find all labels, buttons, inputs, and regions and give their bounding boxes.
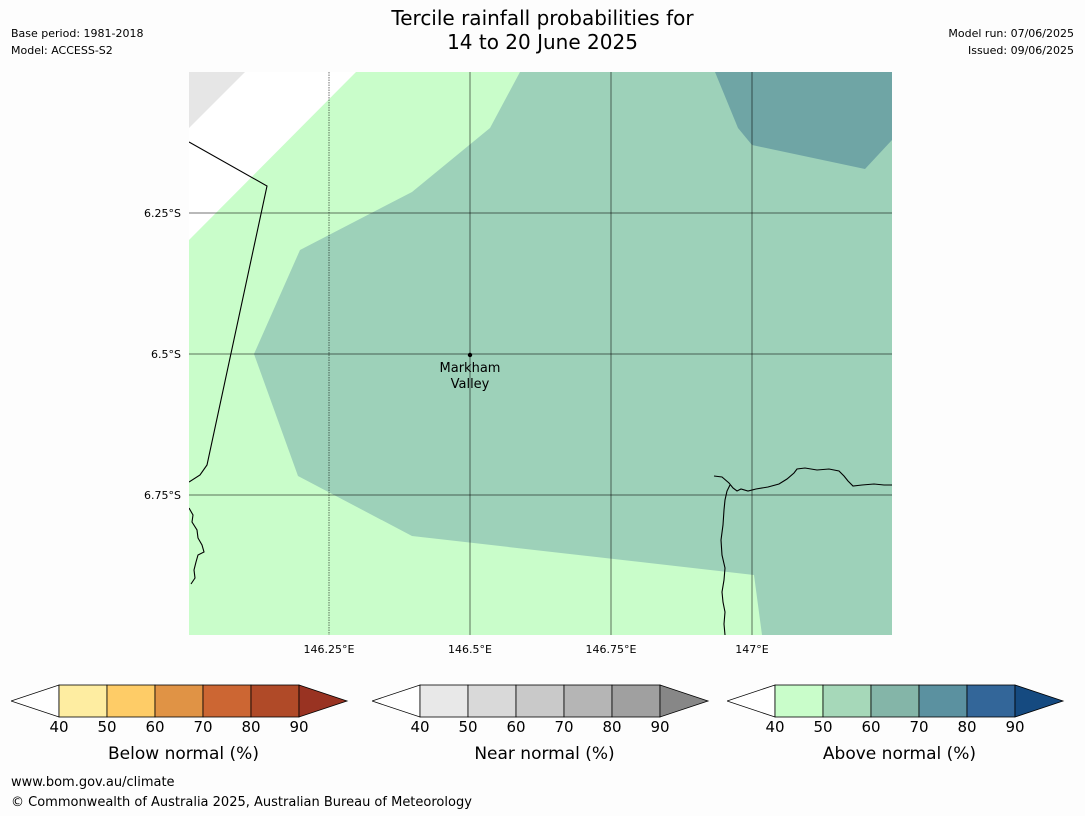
footer-copyright: © Commonwealth of Australia 2025, Austra… bbox=[11, 795, 472, 810]
colorbar-segment bbox=[515, 684, 565, 718]
lat-label-6.5S: 6.5°S bbox=[151, 348, 181, 361]
river-line bbox=[720, 484, 731, 635]
colorbar-segment bbox=[202, 684, 252, 718]
model-info: Base period: 1981-2018 Model: ACCESS-S2 bbox=[11, 25, 143, 59]
legend-tick: 60 bbox=[506, 718, 526, 736]
legend-tick: 60 bbox=[861, 718, 881, 736]
lat-label-6.25S: 6.25°S bbox=[144, 207, 181, 220]
colorbar-segment bbox=[106, 684, 156, 718]
run-info: Model run: 07/06/2025 Issued: 09/06/2025 bbox=[948, 25, 1074, 59]
lon-label-146.75E: 146.75°E bbox=[586, 643, 637, 656]
legend-tick: 80 bbox=[241, 718, 261, 736]
colorbar-min-extension bbox=[727, 684, 776, 718]
footer-url: www.bom.gov.au/climate bbox=[11, 775, 175, 790]
model-text: Model: ACCESS-S2 bbox=[11, 44, 113, 57]
legend-tick: 90 bbox=[650, 718, 670, 736]
colorbar-segment bbox=[58, 684, 108, 718]
legend-tick: 70 bbox=[554, 718, 574, 736]
above-normal-legend: 40 50 60 70 80 90 Above normal (%) bbox=[727, 680, 1072, 770]
colorbar-segment bbox=[774, 684, 824, 718]
colorbar-segment bbox=[611, 684, 661, 718]
colorbar-max-extension bbox=[298, 684, 349, 718]
colorbar-segment bbox=[918, 684, 968, 718]
legend-tick: 90 bbox=[1005, 718, 1025, 736]
near-normal-legend: 40 50 60 70 80 90 Near normal (%) bbox=[372, 680, 717, 770]
colorbar-max-extension bbox=[659, 684, 710, 718]
legend-tick: 70 bbox=[193, 718, 213, 736]
issued-text: Issued: 09/06/2025 bbox=[967, 44, 1074, 57]
boundary-lines bbox=[189, 141, 892, 635]
legend-tick: 40 bbox=[410, 718, 430, 736]
map-panel bbox=[189, 72, 892, 635]
lat-label-6.75S: 6.75°S bbox=[144, 489, 181, 502]
legend-tick: 70 bbox=[909, 718, 929, 736]
legend-tick: 50 bbox=[813, 718, 833, 736]
legend-tick: 50 bbox=[97, 718, 117, 736]
near-normal-region bbox=[189, 72, 245, 128]
lon-label-146.5E: 146.5°E bbox=[448, 643, 492, 656]
place-marker bbox=[467, 352, 473, 358]
near-normal-colorbar bbox=[372, 684, 710, 718]
colorbar-segment bbox=[467, 684, 517, 718]
colorbar-segment bbox=[250, 684, 300, 718]
legend-tick: 80 bbox=[957, 718, 977, 736]
colorbar-segment bbox=[870, 684, 920, 718]
place-label-line-2: Valley bbox=[451, 377, 490, 392]
colorbar-segment bbox=[154, 684, 204, 718]
lon-label-147E: 147°E bbox=[735, 643, 768, 656]
legend-tick: 90 bbox=[289, 718, 309, 736]
colorbar-segment bbox=[822, 684, 872, 718]
title-line-1: Tercile rainfall probabilities for bbox=[391, 6, 694, 30]
west-coastline bbox=[189, 507, 205, 585]
legend-tick: 40 bbox=[49, 718, 69, 736]
colorbar-min-extension bbox=[11, 684, 60, 718]
east-coastline bbox=[713, 467, 892, 492]
legend-tick: 60 bbox=[145, 718, 165, 736]
colorbar-segment bbox=[419, 684, 469, 718]
title-line-2: 14 to 20 June 2025 bbox=[447, 30, 638, 54]
colorbar-max-extension bbox=[1014, 684, 1065, 718]
legend-tick: 80 bbox=[602, 718, 622, 736]
legend-tick: 50 bbox=[458, 718, 478, 736]
map-title: Tercile rainfall probabilities for 14 to… bbox=[0, 6, 1085, 54]
lon-label-146.25E: 146.25°E bbox=[304, 643, 355, 656]
colorbar-segment bbox=[563, 684, 613, 718]
below-normal-colorbar bbox=[11, 684, 349, 718]
place-label-line-1: Markham bbox=[440, 361, 501, 376]
model-run-text: Model run: 07/06/2025 bbox=[948, 27, 1074, 40]
colorbar-segment bbox=[966, 684, 1016, 718]
colorbar-min-extension bbox=[372, 684, 421, 718]
below-normal-legend: 40 50 60 70 80 90 Below normal (%) bbox=[11, 680, 356, 770]
above-normal-label: Above normal (%) bbox=[822, 744, 977, 764]
above-normal-colorbar bbox=[727, 684, 1065, 718]
near-normal-label: Near normal (%) bbox=[474, 744, 615, 764]
below-normal-label: Below normal (%) bbox=[108, 744, 259, 764]
base-period-text: Base period: 1981-2018 bbox=[11, 27, 144, 40]
above-60-70-region bbox=[715, 72, 892, 169]
legend-tick: 40 bbox=[765, 718, 785, 736]
province-boundary bbox=[189, 141, 268, 483]
